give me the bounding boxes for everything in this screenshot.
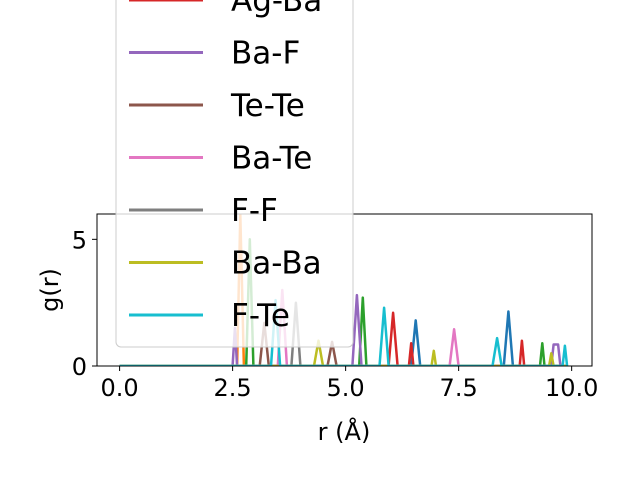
series-line-ag-ba bbox=[119, 311, 568, 366]
y-tick-label: 0 bbox=[72, 353, 87, 381]
legend-label: Ag-Ba bbox=[231, 0, 322, 19]
legend-box bbox=[115, 0, 354, 348]
x-tick-label: 7.5 bbox=[440, 374, 478, 402]
x-tick-label: 5.0 bbox=[327, 374, 365, 402]
legend-label: Ba-Ba bbox=[231, 246, 322, 282]
series-line-unlabeled-0 bbox=[119, 310, 568, 366]
legend-label: Ba-Te bbox=[231, 141, 312, 177]
x-axis-ticks: 0.0 2.5 5.0 7.5 10.0 bbox=[101, 366, 598, 402]
legend: Ag-Ba Ba-F Te-Te Ba-Te F-F Ba-Ba F-Te bbox=[115, 0, 354, 348]
x-axis-label: r (Å) bbox=[318, 417, 371, 446]
y-axis-label: g(r) bbox=[36, 268, 64, 312]
legend-label: F-F bbox=[231, 193, 278, 229]
y-tick-label: 5 bbox=[72, 226, 87, 254]
legend-label: F-Te bbox=[231, 298, 290, 334]
series-line-te-te bbox=[119, 321, 568, 366]
x-tick-label: 10.0 bbox=[545, 374, 598, 402]
y-axis-ticks: 05 bbox=[72, 226, 97, 381]
legend-label: Te-Te bbox=[230, 88, 305, 124]
x-tick-label: 2.5 bbox=[214, 374, 252, 402]
series-line-ba-ba bbox=[119, 339, 568, 366]
x-tick-label: 0.0 bbox=[101, 374, 139, 402]
legend-label: Ba-F bbox=[231, 36, 300, 72]
